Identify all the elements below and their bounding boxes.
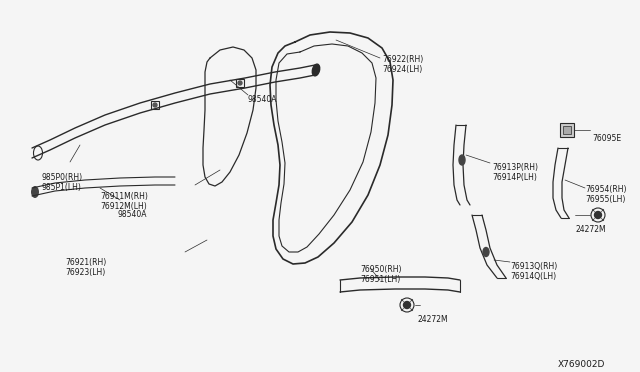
Text: 76914Q(LH): 76914Q(LH) <box>510 272 556 281</box>
Circle shape <box>403 301 410 308</box>
Ellipse shape <box>238 81 242 85</box>
Text: X769002D: X769002D <box>558 360 605 369</box>
Text: 76955(LH): 76955(LH) <box>585 195 625 204</box>
Text: 76913P(RH): 76913P(RH) <box>492 163 538 172</box>
Text: 985P0(RH): 985P0(RH) <box>42 173 83 182</box>
Text: 76954(RH): 76954(RH) <box>585 185 627 194</box>
Text: 24272M: 24272M <box>418 315 449 324</box>
Circle shape <box>595 212 602 218</box>
Text: 98540A: 98540A <box>118 210 147 219</box>
Text: 76913Q(RH): 76913Q(RH) <box>510 262 557 271</box>
Text: 98540A: 98540A <box>248 95 278 104</box>
Text: 76914P(LH): 76914P(LH) <box>492 173 537 182</box>
Ellipse shape <box>312 64 320 76</box>
Text: 76911M(RH): 76911M(RH) <box>100 192 148 201</box>
Text: 76924(LH): 76924(LH) <box>382 65 422 74</box>
Text: 76951(LH): 76951(LH) <box>360 275 400 284</box>
Ellipse shape <box>459 155 465 165</box>
Text: 76912M(LH): 76912M(LH) <box>100 202 147 211</box>
Text: 76095E: 76095E <box>592 134 621 143</box>
Ellipse shape <box>153 103 157 107</box>
Text: 24272M: 24272M <box>575 225 605 234</box>
FancyBboxPatch shape <box>563 126 571 134</box>
Ellipse shape <box>483 247 489 257</box>
Bar <box>236 79 244 87</box>
Text: 76923(LH): 76923(LH) <box>65 268 105 277</box>
Text: 985P1(LH): 985P1(LH) <box>42 183 82 192</box>
FancyBboxPatch shape <box>560 123 574 137</box>
Ellipse shape <box>31 186 39 198</box>
Text: 76921(RH): 76921(RH) <box>65 258 106 267</box>
Bar <box>151 101 159 109</box>
Text: 76922(RH): 76922(RH) <box>382 55 423 64</box>
Text: 76950(RH): 76950(RH) <box>360 265 401 274</box>
